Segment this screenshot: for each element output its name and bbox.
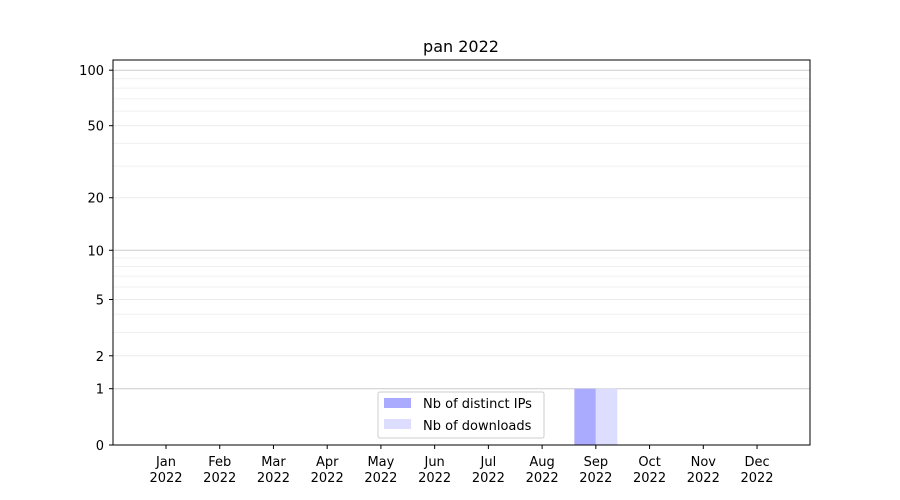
y-tick-label: 10 <box>87 244 104 259</box>
bar-downloads <box>595 388 618 445</box>
y-tick-label: 2 <box>96 350 104 365</box>
x-tick-label: Jun 2022 <box>418 455 451 486</box>
x-tick-label: Mar 2022 <box>257 455 290 486</box>
chart-title: pan 2022 <box>423 37 499 56</box>
x-axis: Jan 2022 Feb 2022 Mar 2022 Apr 2022 May 2022 Jun 20… <box>149 445 774 486</box>
plot-frame <box>112 59 811 446</box>
x-tick-label: Jul 2022 <box>472 455 505 486</box>
y-tick-label: 1 <box>96 383 104 398</box>
x-tick-label: Oct 2022 <box>633 455 666 486</box>
y-tick-label: 0 <box>96 439 104 454</box>
bars <box>574 388 618 445</box>
x-tick-label: May 2022 <box>364 455 397 486</box>
y-tick-label: 100 <box>79 64 104 79</box>
legend: Nb of distinct IPs Nb of downloads <box>377 391 545 439</box>
grid <box>113 69 810 390</box>
bar-distinct-ips <box>574 388 596 445</box>
legend-box <box>377 391 545 439</box>
legend-label-downloads: Nb of downloads <box>423 419 532 434</box>
x-tick-label: Feb 2022 <box>203 455 236 486</box>
x-tick-label: Dec 2022 <box>740 455 773 486</box>
legend-swatch-downloads <box>384 419 411 429</box>
x-tick-label: Nov 2022 <box>687 455 720 486</box>
y-tick-label: 5 <box>96 293 104 308</box>
x-tick-label: Sep 2022 <box>579 455 612 486</box>
y-axis: 0 1 2 5 10 20 50 100 <box>79 64 113 454</box>
legend-label-distinct-ips: Nb of distinct IPs <box>423 397 532 412</box>
x-tick-label: Jan 2022 <box>149 455 182 486</box>
y-tick-label: 50 <box>87 120 104 135</box>
x-tick-label: Aug 2022 <box>526 455 559 486</box>
legend-swatch-distinct-ips <box>384 398 411 408</box>
y-tick-label: 20 <box>87 192 104 207</box>
x-tick-label: Apr 2022 <box>311 455 344 486</box>
